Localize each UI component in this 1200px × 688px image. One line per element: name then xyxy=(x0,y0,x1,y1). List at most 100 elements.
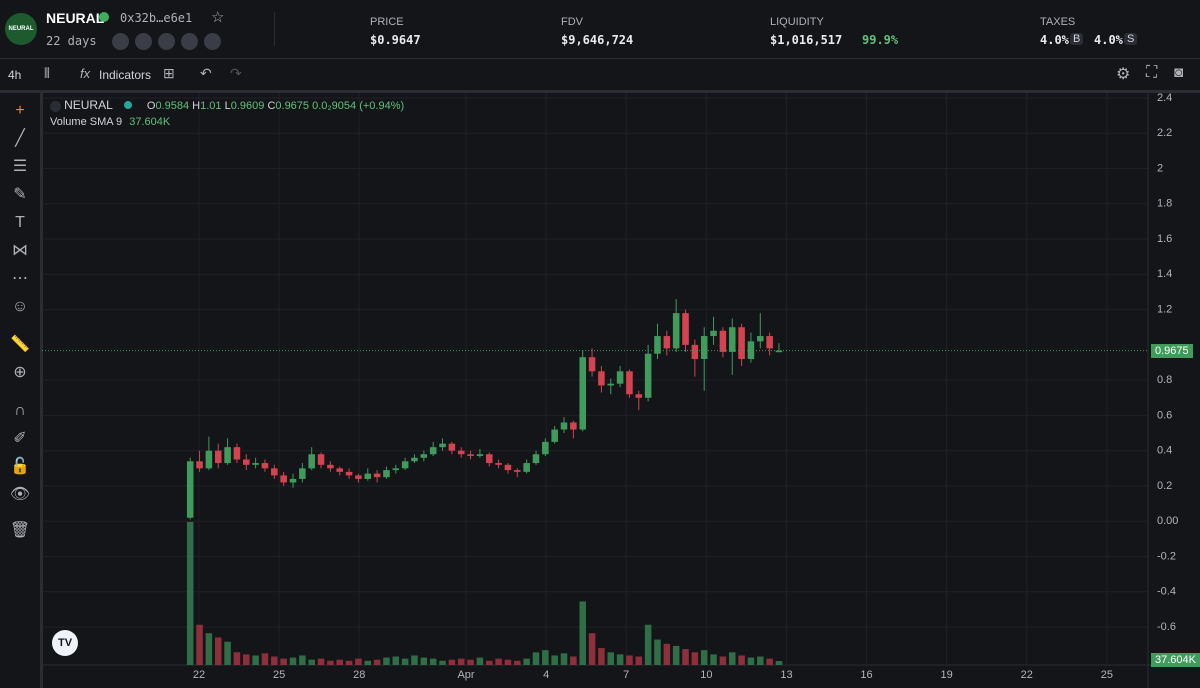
volume-bar xyxy=(682,649,689,665)
y-tick-label: 0.6 xyxy=(1157,409,1172,421)
candle-body xyxy=(401,461,409,469)
brush-tool[interactable]: ✎ xyxy=(13,186,27,203)
candle-body xyxy=(579,357,586,430)
x-tick-label: 7 xyxy=(623,669,629,681)
star-icon[interactable]: ☆ xyxy=(211,9,225,26)
volume-bar xyxy=(205,633,213,665)
crosshair-tool[interactable]: + xyxy=(15,102,25,119)
chart-type-button[interactable]: ⫴ xyxy=(44,65,50,81)
volume-bar xyxy=(485,660,493,665)
volume-bar xyxy=(663,643,671,665)
candle-body xyxy=(532,454,540,464)
lock-draw-tool[interactable]: ✐ xyxy=(13,430,27,447)
fullscreen-button[interactable]: ⛶ xyxy=(1146,64,1158,81)
volume-bar xyxy=(766,658,773,665)
symbol: NEURAL xyxy=(64,98,113,112)
candle-body xyxy=(719,330,727,352)
x-tick-label: 16 xyxy=(860,669,872,681)
volume-bar xyxy=(327,660,334,665)
stat-value: $1,016,517 xyxy=(770,33,843,47)
volume-bar xyxy=(523,658,530,665)
x-tick-label: 25 xyxy=(273,669,285,681)
fx-icon[interactable]: fx xyxy=(80,66,91,81)
volume-bar xyxy=(495,658,502,665)
ohlc-value: 0.9584 xyxy=(155,100,190,112)
volume-bar xyxy=(289,657,297,665)
candle-body xyxy=(626,371,633,395)
candle-body xyxy=(654,336,661,354)
address[interactable]: 0x32b…e6e1 xyxy=(120,11,193,25)
settings-button[interactable]: ⚙ xyxy=(1116,66,1131,83)
volume-bar xyxy=(214,637,222,665)
candle-body xyxy=(766,336,773,349)
candle-body xyxy=(457,450,465,455)
visibility-tool[interactable]: 👁 xyxy=(9,486,31,503)
magnet-tool[interactable]: ∩ xyxy=(14,402,26,419)
candle-body xyxy=(728,327,736,352)
candle-body xyxy=(289,478,297,483)
volume-bar xyxy=(514,660,521,665)
candle-body xyxy=(364,473,372,479)
tax-badge: B xyxy=(1070,33,1084,45)
candle-body xyxy=(205,450,213,469)
measure-tool[interactable]: 📏 xyxy=(10,336,30,353)
volume-bar xyxy=(672,645,680,665)
token-name[interactable]: NEURAL xyxy=(46,10,105,26)
forecast-tool[interactable]: ⋯ xyxy=(12,270,28,287)
redo-button[interactable]: ↷ xyxy=(230,65,242,81)
volume-bar xyxy=(336,659,343,665)
y-tick-label: 1.8 xyxy=(1157,198,1172,210)
fib-tool[interactable]: ☰ xyxy=(12,158,28,175)
candle-body xyxy=(495,463,502,465)
toolbar: 4h ⫴ fx Indicators ⊞ ↶ ↷ ⚙ ⛶ ◙ xyxy=(0,59,1200,93)
x-tick-label: 22 xyxy=(193,669,205,681)
line-tool[interactable]: ╱ xyxy=(15,130,25,147)
layout-button[interactable]: ⊞ xyxy=(163,65,175,81)
volume-bar xyxy=(233,652,241,665)
indicators-button[interactable]: Indicators xyxy=(99,68,152,82)
volume-bar xyxy=(551,655,558,665)
y-tick-label: -0.4 xyxy=(1157,586,1176,598)
emoji-tool[interactable]: ☺ xyxy=(11,298,29,315)
symbol-icon xyxy=(50,100,61,112)
volume-bar xyxy=(504,659,512,665)
change-percent: (+0.94%) xyxy=(359,100,405,112)
delete-tool[interactable]: 🗑 xyxy=(9,522,31,539)
volume-bar xyxy=(607,652,615,665)
undo-button[interactable]: ↶ xyxy=(200,65,212,81)
text-tool[interactable]: T xyxy=(15,214,25,231)
candle-body xyxy=(607,383,615,386)
candle-body xyxy=(214,450,222,464)
volume-bar xyxy=(570,656,577,665)
social-icons[interactable] xyxy=(112,33,221,55)
volume-bar xyxy=(429,658,437,665)
volume-bar xyxy=(280,658,287,665)
tv-logo[interactable]: TV xyxy=(52,630,78,656)
screenshot-button[interactable]: ◙ xyxy=(1174,64,1184,81)
volume-bar xyxy=(476,657,484,665)
volume-bar xyxy=(392,656,400,665)
chart: 2.4 2.2 2 1.8 1.6 1.4 1.2 0.8 0.6 0.4 0.2 0.00 -0.2 -… xyxy=(42,93,1200,688)
ohlc-value: 1.01 xyxy=(200,100,222,112)
candle-body xyxy=(570,422,577,430)
candle-body xyxy=(672,313,680,349)
volume-bar xyxy=(532,652,540,665)
legend: NEURAL O0.9584 H1.01 L0.9609 C0.9675 0.0… xyxy=(50,98,404,128)
pattern-tool[interactable]: ⋈ xyxy=(12,242,28,259)
price-tag: 0.9675 xyxy=(1151,344,1193,358)
status-dot xyxy=(123,101,132,109)
zoom-tool[interactable]: ⊕ xyxy=(13,364,27,381)
volume-bar xyxy=(728,652,736,665)
volume-bar xyxy=(616,654,624,665)
volume-bar xyxy=(373,659,381,665)
candle-body xyxy=(271,468,278,476)
candle-body xyxy=(373,473,381,478)
volume-bar xyxy=(700,650,708,665)
candle-body xyxy=(691,344,699,359)
x-tick-label: 4 xyxy=(543,669,549,681)
candle-body xyxy=(588,357,596,372)
stat-label: LIQUIDITY xyxy=(770,16,824,28)
interval-button[interactable]: 4h xyxy=(8,68,22,82)
lock-tool[interactable]: 🔓 xyxy=(10,458,30,475)
